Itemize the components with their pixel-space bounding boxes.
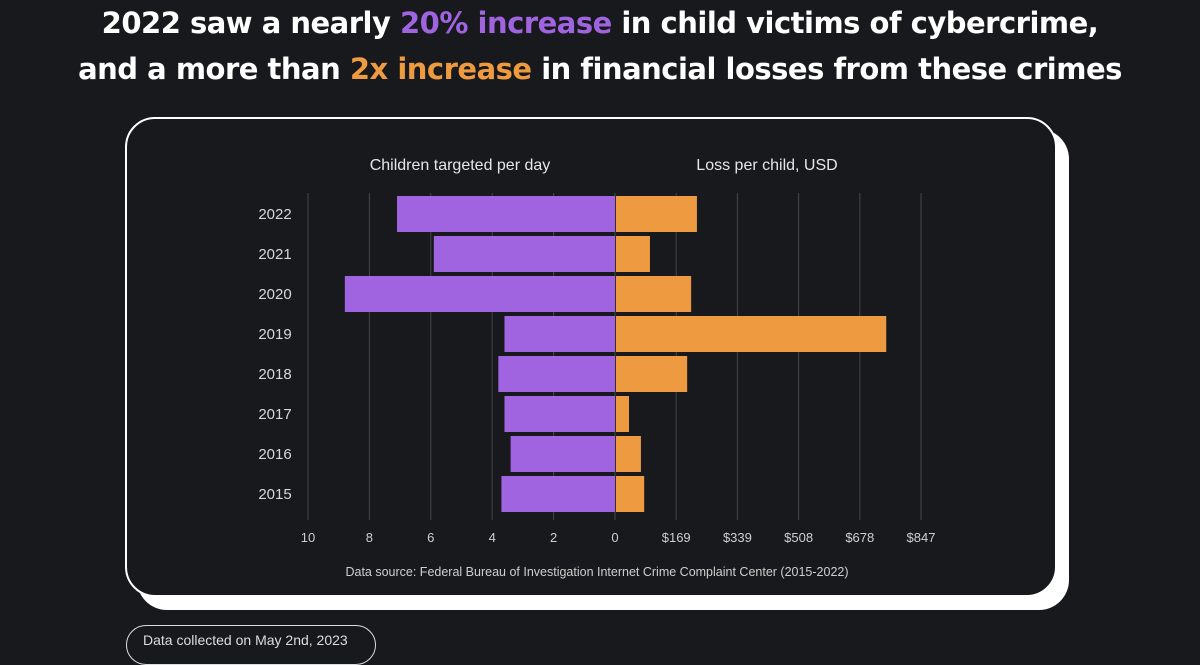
bar-children-2015 bbox=[501, 476, 615, 512]
bar-loss-2016 bbox=[616, 436, 641, 472]
year-label: 2016 bbox=[258, 446, 291, 463]
bar-children-2019 bbox=[504, 316, 615, 352]
x-tick-right: $847 bbox=[907, 530, 936, 545]
headline: 2022 saw a nearly 20% increase in child … bbox=[0, 0, 1200, 92]
bar-children-2018 bbox=[498, 356, 615, 392]
bar-loss-2017 bbox=[616, 396, 630, 432]
bar-loss-2015 bbox=[616, 476, 645, 512]
butterfly-chart: 10 8 6 4 2 0 $169 $339 $508 $678 $847 Children targ… bbox=[258, 157, 936, 579]
headline-text: 2022 saw a nearly bbox=[101, 6, 400, 40]
left-axis-title: Children targeted per day bbox=[370, 157, 551, 174]
x-tick-left: 0 bbox=[611, 530, 618, 545]
x-tick-right: $339 bbox=[723, 530, 752, 545]
data-source-note: Data source: Federal Bureau of Investiga… bbox=[345, 565, 848, 579]
x-tick-left: 10 bbox=[301, 530, 315, 545]
bar-children-2020 bbox=[344, 276, 615, 312]
bar-loss-2018 bbox=[616, 356, 688, 392]
x-tick-right: $169 bbox=[662, 530, 691, 545]
bar-children-2016 bbox=[510, 436, 615, 472]
x-tick-left: 6 bbox=[427, 530, 434, 545]
year-label: 2015 bbox=[258, 486, 291, 503]
year-label: 2022 bbox=[258, 206, 291, 223]
x-tick-left: 4 bbox=[489, 530, 496, 545]
bar-children-2017 bbox=[504, 396, 615, 432]
x-tick-right: $508 bbox=[784, 530, 813, 545]
date-collected-badge: Data collected on May 2nd, 2023 bbox=[126, 625, 376, 665]
bar-children-2022 bbox=[397, 196, 615, 232]
headline-highlight-multiplier: 2x increase bbox=[349, 52, 532, 86]
x-tick-left: 2 bbox=[550, 530, 557, 545]
bar-loss-2019 bbox=[616, 316, 887, 352]
bar-loss-2020 bbox=[616, 276, 692, 312]
year-label: 2018 bbox=[258, 366, 291, 383]
year-label: 2020 bbox=[258, 286, 291, 303]
headline-text: in child victims of cybercrime, bbox=[611, 6, 1099, 40]
year-label: 2017 bbox=[258, 406, 291, 423]
right-axis-title: Loss per child, USD bbox=[696, 157, 837, 174]
bar-loss-2022 bbox=[616, 196, 697, 232]
year-label: 2021 bbox=[258, 246, 291, 263]
year-label: 2019 bbox=[258, 326, 291, 343]
bar-loss-2021 bbox=[616, 236, 650, 272]
headline-text: in financial losses from these crimes bbox=[531, 52, 1122, 86]
x-tick-left: 8 bbox=[366, 530, 373, 545]
headline-highlight-percent: 20% increase bbox=[400, 6, 612, 40]
bar-children-2021 bbox=[433, 236, 615, 272]
headline-text: and a more than bbox=[78, 52, 350, 86]
x-tick-right: $678 bbox=[845, 530, 874, 545]
